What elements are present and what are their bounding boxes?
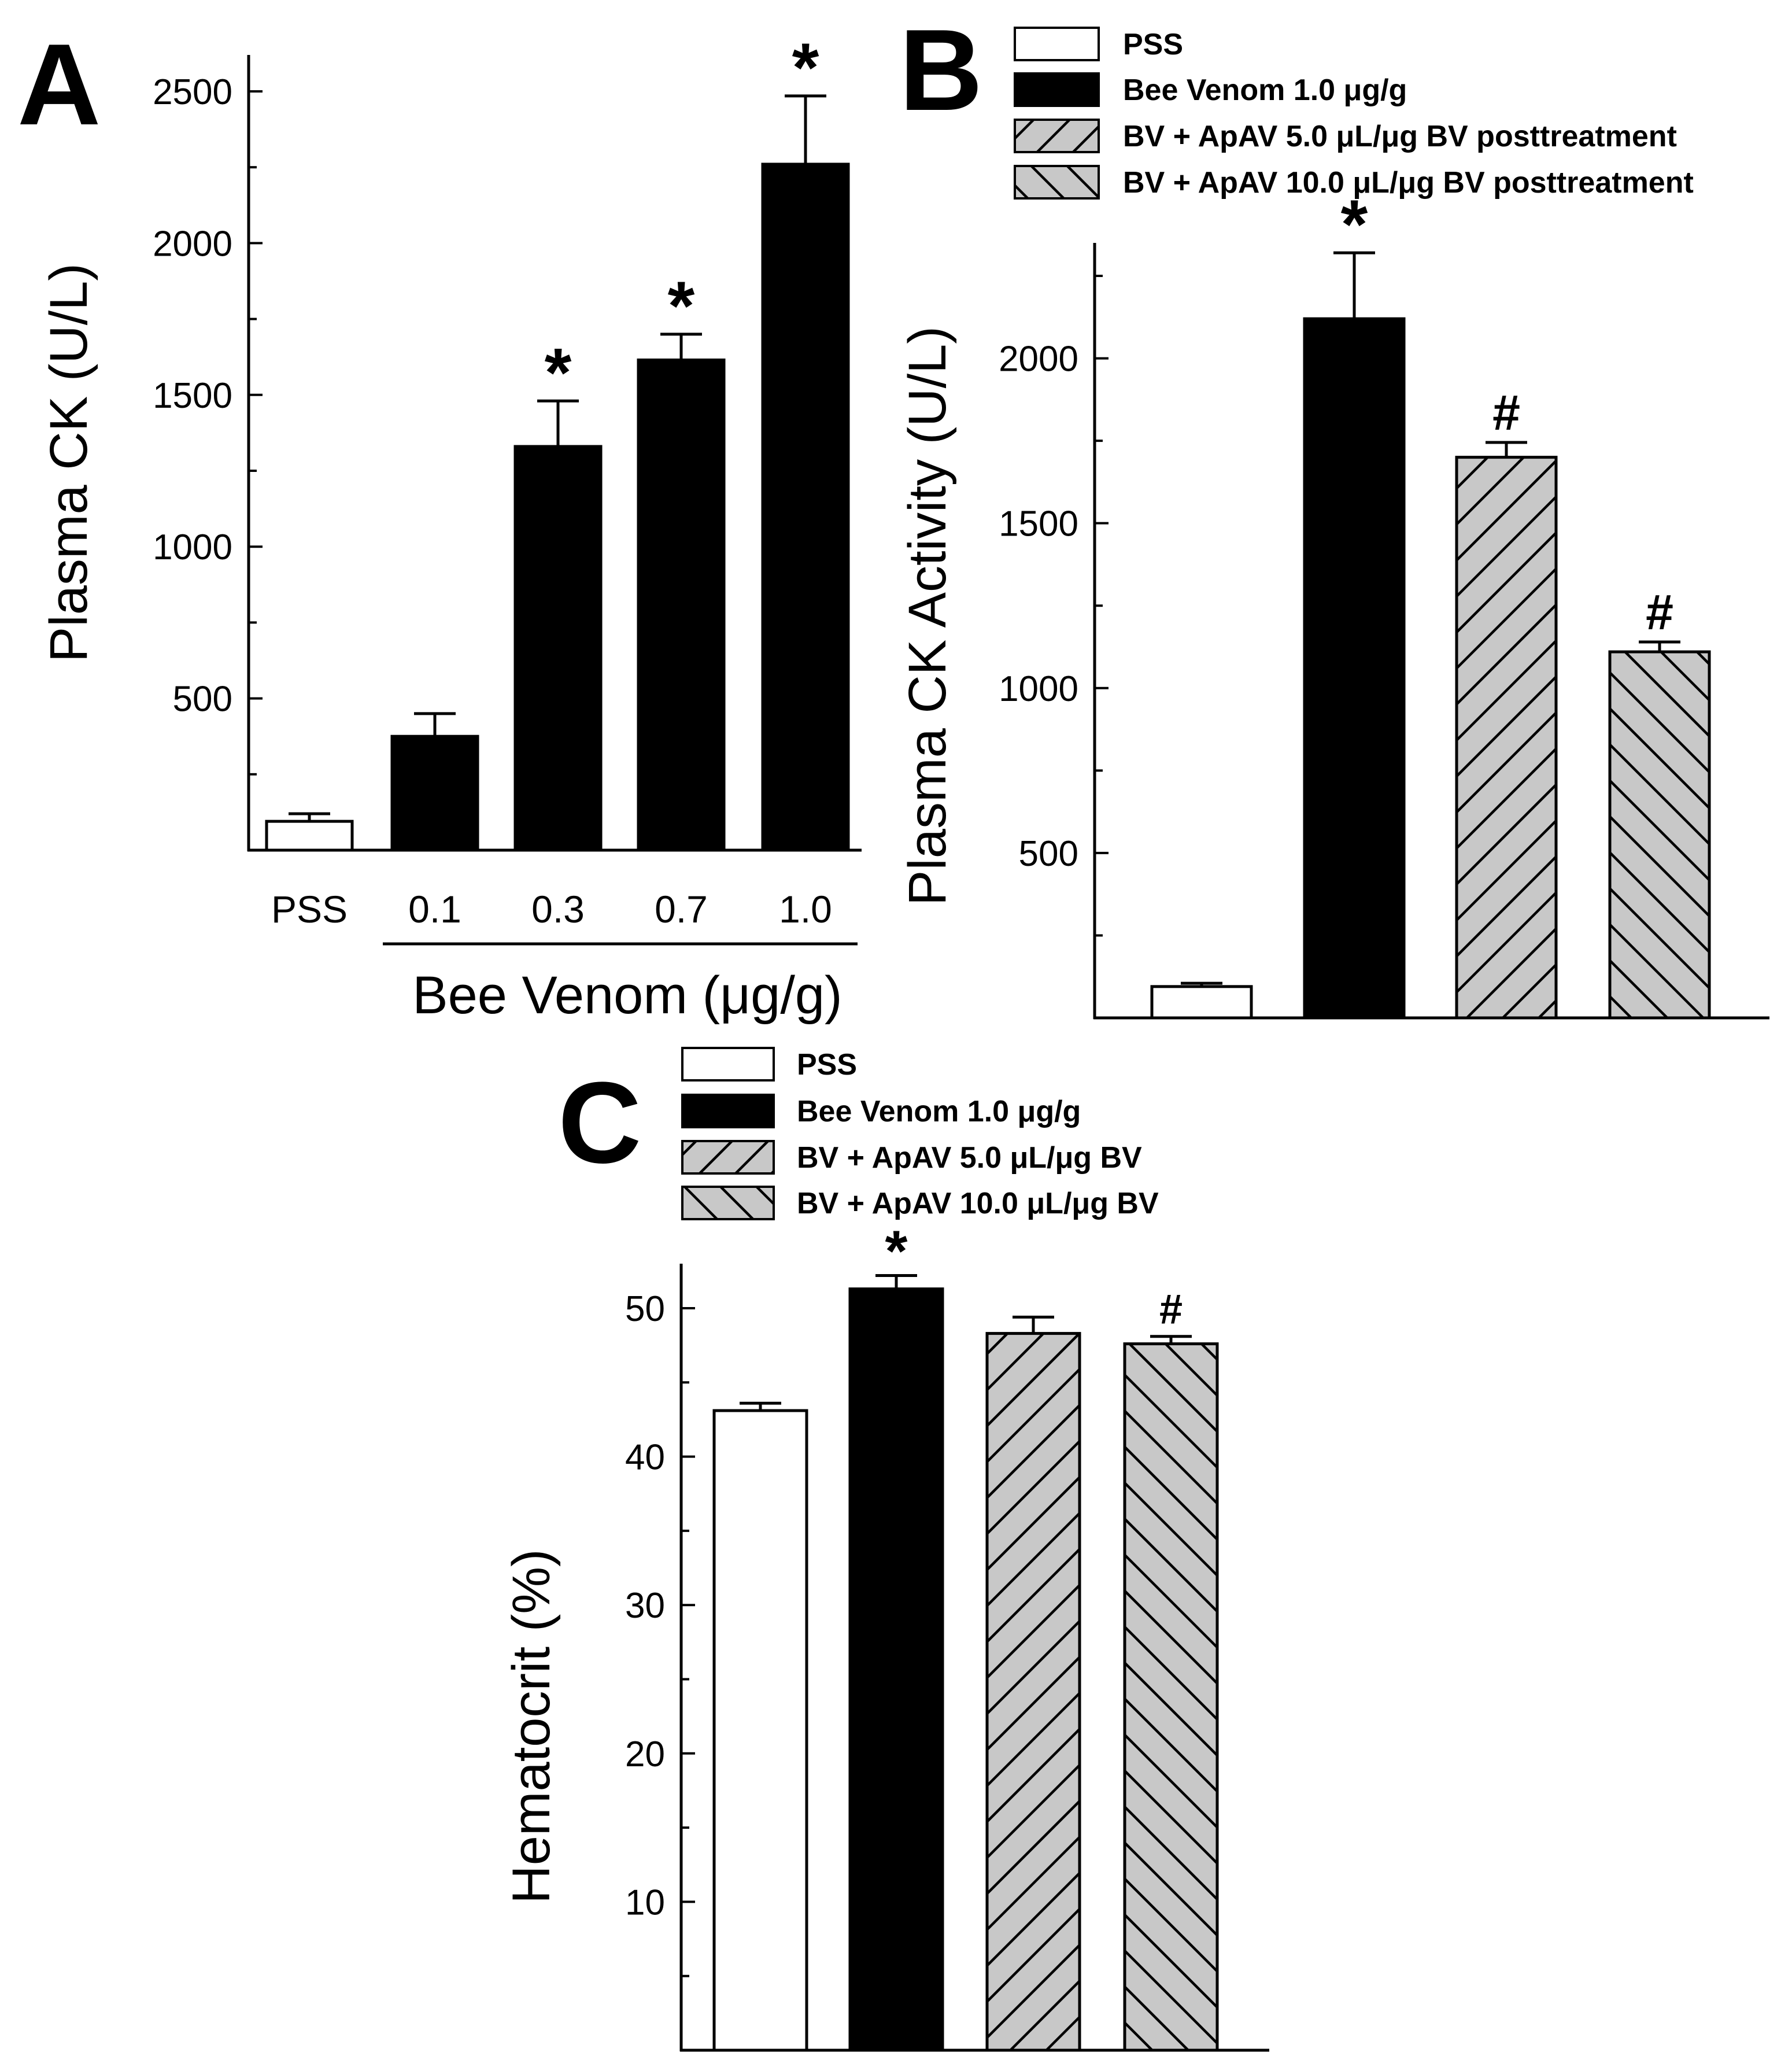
legend-label-3: BV + ApAV 5.0 μL/μg BV [797, 1141, 1142, 1175]
x-tick-label-1.0: 1.0 [779, 888, 832, 931]
legend: PSS Bee Venom 1.0 μg/g BV + ApAV 5.0 μL/μg… [1014, 27, 1694, 200]
bar-a-1 [265, 820, 354, 852]
legend-label-2: Bee Venom 1.0 μg/g [1123, 73, 1407, 107]
bar-b-4 [1608, 650, 1711, 1020]
y-tick-label-500: 500 [173, 680, 232, 719]
y-tick-label-2000: 2000 [999, 339, 1078, 379]
legend-swatch-4 [681, 1186, 775, 1220]
significance-mark-2: * [885, 1219, 908, 1284]
legend: PSS Bee Venom 1.0 μg/g BV + ApAV 5.0 μL/μg… [681, 1047, 1159, 1220]
bar-b-2 [1303, 317, 1406, 1020]
y-tick-label-20: 20 [625, 1734, 665, 1774]
x-tick-label-0.3: 0.3 [531, 888, 585, 931]
legend-swatch-1 [1014, 27, 1100, 61]
legend-swatch-3 [681, 1140, 775, 1175]
y-axis-title: Plasma CK (U/L) [39, 263, 98, 662]
significance-mark-5: * [792, 29, 819, 106]
legend-label-4: BV + ApAV 10.0 μL/μg BV posttreatment [1123, 166, 1694, 200]
significance-mark-4: # [1159, 1287, 1183, 1333]
significance-mark-3: # [1492, 385, 1520, 441]
y-tick-label-1000: 1000 [153, 527, 232, 567]
y-tick-label-50: 50 [625, 1289, 665, 1329]
y-axis-title: Plasma CK Activity (U/L) [898, 326, 957, 906]
legend-swatch-2 [681, 1094, 775, 1128]
panel-letter-a: A [17, 20, 101, 149]
x-axis-title: Bee Venom (μg/g) [412, 966, 842, 1025]
panel-letter-c: C [558, 1058, 641, 1187]
bar-b-3 [1455, 456, 1558, 1020]
y-tick-label-2000: 2000 [153, 224, 232, 264]
legend-label-1: PSS [1123, 28, 1183, 61]
bar-a-4 [637, 358, 726, 852]
bar-c-1 [712, 1409, 808, 2052]
significance-mark-4: # [1646, 585, 1673, 640]
y-tick-label-30: 30 [625, 1586, 665, 1626]
panel-a: 500 1000 1500 2000 2500 Plasma CK (U/L) * * * PSS… [39, 29, 862, 1025]
legend-label-3: BV + ApAV 5.0 μL/μg BV posttreatment [1123, 120, 1677, 153]
bar-c-4 [1123, 1342, 1219, 2052]
x-tick-label-0.1: 0.1 [408, 888, 461, 931]
x-tick-label-0.7: 0.7 [655, 888, 708, 931]
legend-swatch-1 [681, 1047, 775, 1082]
y-tick-label-1500: 1500 [999, 504, 1078, 544]
y-tick-label-2500: 2500 [153, 72, 232, 112]
bar-b-1 [1150, 985, 1253, 1020]
panel-letter-b: B [899, 6, 982, 135]
significance-mark-3: * [545, 334, 572, 411]
y-tick-label-40: 40 [625, 1438, 665, 1478]
y-axis-title: Hematocrit (%) [502, 1549, 561, 1903]
bar-c-2 [848, 1287, 944, 2052]
legend-label-2: Bee Venom 1.0 μg/g [797, 1095, 1081, 1128]
bar-a-3 [513, 445, 603, 852]
bar-c-3 [985, 1332, 1081, 2052]
y-tick-label-10: 10 [625, 1883, 665, 1922]
bar-a-2 [390, 734, 479, 852]
legend-label-4: BV + ApAV 10.0 μL/μg BV [797, 1187, 1159, 1220]
legend-swatch-3 [1014, 119, 1100, 153]
significance-mark-4: * [668, 267, 695, 345]
y-tick-label-1500: 1500 [153, 376, 232, 416]
y-tick-label-500: 500 [1019, 834, 1078, 874]
legend-swatch-4 [1014, 165, 1100, 200]
significance-mark-2: * [1341, 186, 1368, 263]
legend-label-1: PSS [797, 1048, 857, 1082]
bar-a-5 [761, 163, 850, 852]
y-tick-label-1000: 1000 [999, 669, 1078, 709]
legend-swatch-2 [1014, 72, 1100, 107]
panel-c: 10 20 30 40 50 Hematocrit (%) * # PSS Bee Venom 1… [502, 1047, 1269, 2052]
panel-b: 500 1000 1500 2000 Plasma CK Activity (U/L) *… [898, 27, 1769, 1020]
x-tick-label-PSS: PSS [271, 888, 348, 931]
